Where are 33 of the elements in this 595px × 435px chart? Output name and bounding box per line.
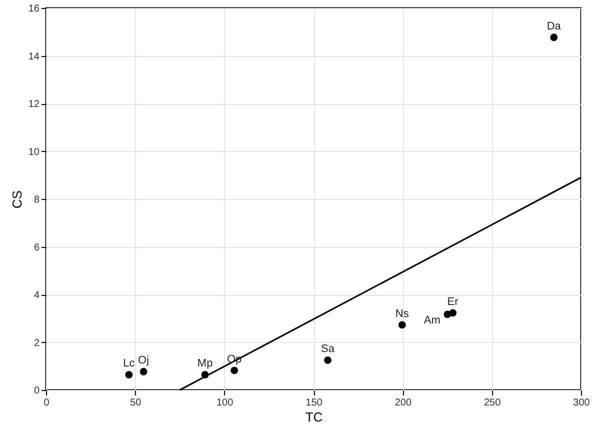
annotation: Da (546, 20, 562, 32)
annotation: Er (447, 296, 459, 308)
x-tick-label: 200 (394, 398, 412, 408)
point (125, 371, 133, 378)
y-tick-label: 8 (34, 194, 40, 206)
point (449, 309, 456, 317)
x-tick-label: 150 (306, 398, 323, 408)
point (230, 366, 238, 374)
x-tick-label: 50 (130, 398, 142, 408)
y-axis-title: CS (9, 190, 24, 209)
x-tick-label: 300 (573, 398, 590, 408)
y-tick-label: 14 (28, 51, 40, 62)
y-tick-label: 6 (34, 242, 40, 254)
y-tick-label: 16 (28, 4, 40, 14)
annotation: Lc (123, 358, 136, 370)
annotation: Oj (138, 354, 150, 367)
x-tick-label: 100 (216, 398, 234, 408)
annotation: Mp (197, 358, 213, 370)
annotation: Am (424, 314, 440, 326)
y-tick-label: 4 (34, 290, 40, 301)
x-axis-title: TC (305, 410, 323, 424)
point (140, 368, 148, 376)
x-tick-label: 250 (484, 398, 502, 408)
x-tick-label: 0 (44, 398, 50, 408)
annotation: Sa (321, 343, 336, 356)
y-tick-label: 12 (28, 99, 40, 110)
annotation: Ns (395, 308, 410, 320)
y-tick-label: 0 (34, 386, 40, 396)
y-tick-label: 2 (34, 338, 40, 349)
point (398, 321, 406, 329)
y-tick-label: 10 (28, 146, 40, 158)
point (324, 356, 332, 364)
point (550, 34, 558, 42)
